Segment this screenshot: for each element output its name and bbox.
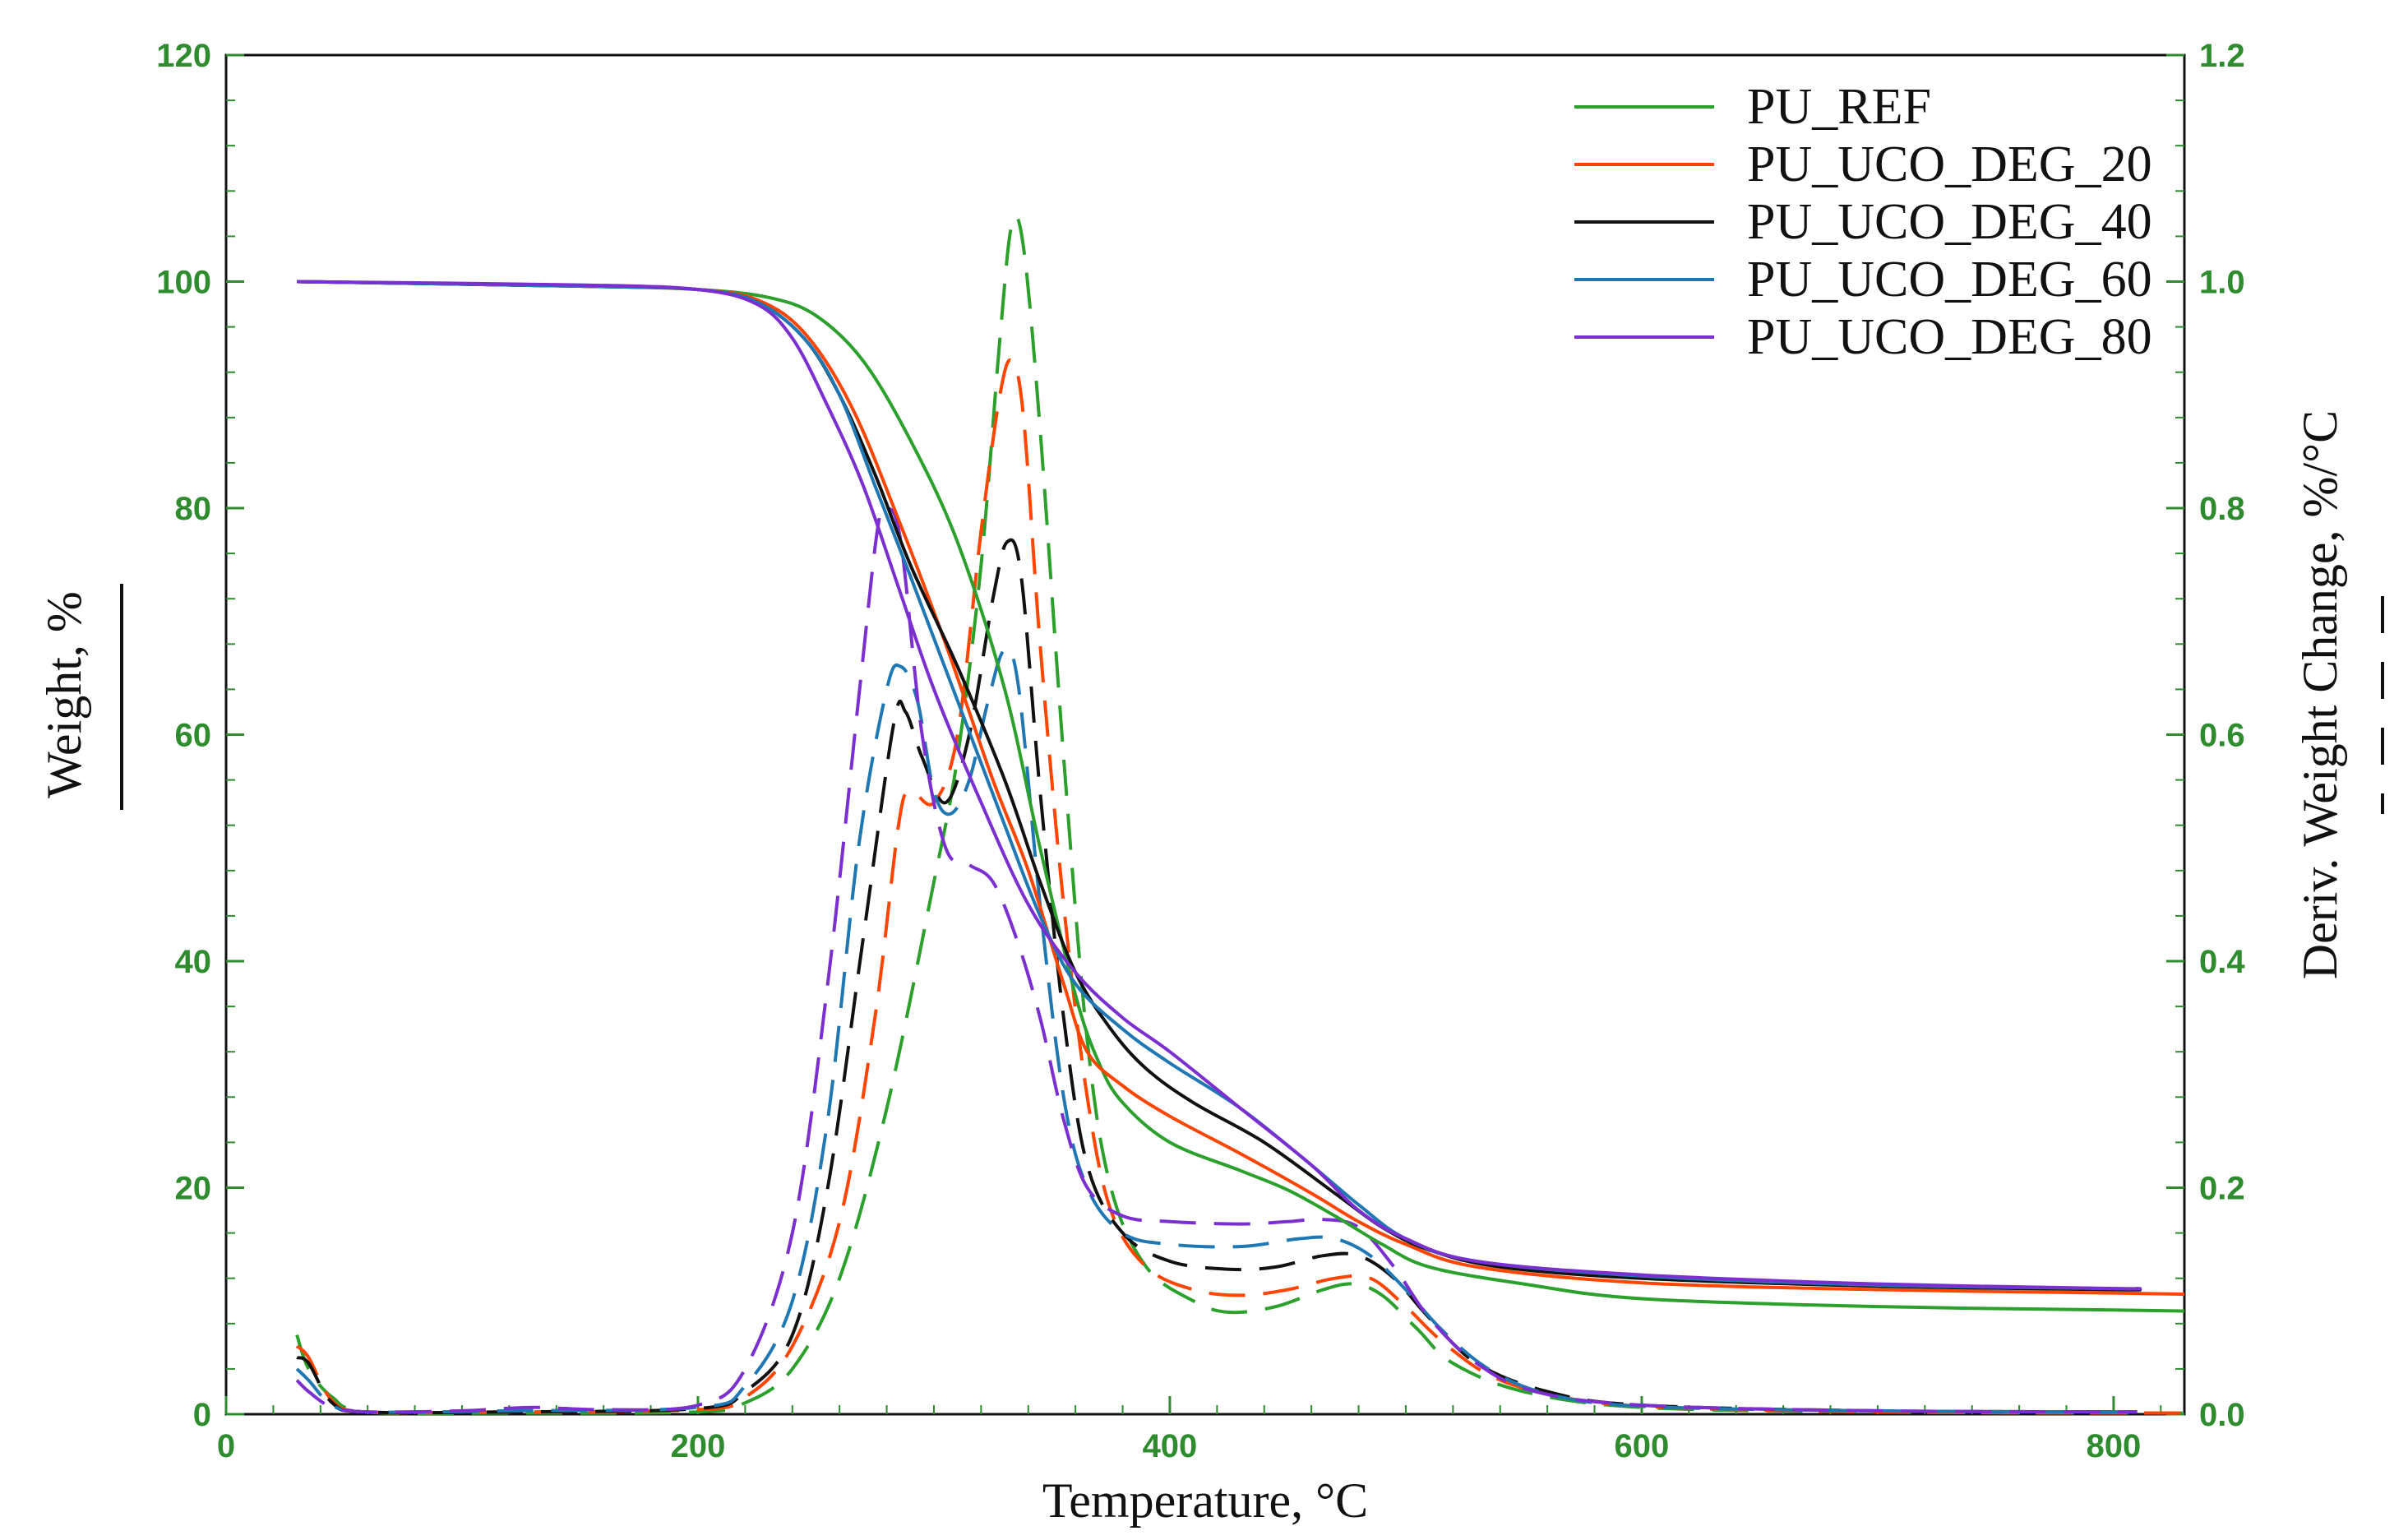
- weight-curve-pu-ref: [297, 280, 2185, 1313]
- x-axis-title: Temperature, °C: [1042, 1473, 1368, 1528]
- deriv-curve-pu-uco-deg-20: [295, 358, 2185, 1415]
- x-tick-label: 0: [217, 1428, 235, 1464]
- y-left-tick-label: 20: [175, 1171, 212, 1207]
- x-tick-label: 200: [671, 1428, 726, 1464]
- legend-label: PU_REF: [1747, 79, 1931, 135]
- x-tick-label: 600: [1615, 1428, 1670, 1464]
- deriv-curve-pu-uco-deg-40: [296, 538, 2138, 1415]
- weight-curve-pu-uco-deg-80: [297, 280, 2142, 1291]
- deriv-curve-pu-ref: [295, 215, 2185, 1416]
- x-tick-label: 400: [1143, 1428, 1198, 1464]
- y-right-tick-label: 1.0: [2199, 265, 2245, 301]
- data-curves: [295, 215, 2185, 1416]
- y-axis-right-title: Deriv. Weight Change, %/°C: [2293, 410, 2347, 979]
- y-left-tick-label: 120: [156, 38, 211, 74]
- legend-label: PU_UCO_DEG_40: [1747, 194, 2152, 250]
- y-right-tick-label: 0.2: [2199, 1171, 2245, 1207]
- y-left-tick-label: 80: [175, 491, 212, 527]
- y-right-tick-label: 0.8: [2199, 491, 2245, 527]
- y-right-tick-label: 0.0: [2199, 1397, 2245, 1433]
- legend-label: PU_UCO_DEG_80: [1747, 309, 2152, 365]
- y-left-tick-label: 40: [175, 944, 212, 980]
- x-tick-label: 800: [2087, 1428, 2142, 1464]
- axis-ticks: 0 200 400 600 800 0 20 40 60 80 100 120 0.0 0.2 0.4 0.6…: [156, 38, 2245, 1464]
- y-left-tick-label: 60: [175, 718, 212, 754]
- y-right-tick-label: 1.2: [2199, 38, 2245, 74]
- y-left-tick-label: 0: [193, 1397, 211, 1433]
- y-right-tick-label: 0.6: [2199, 718, 2245, 754]
- y-left-tick-label: 100: [156, 265, 211, 301]
- y-axis-left-title: Weight, %: [37, 591, 91, 798]
- weight-curve-pu-uco-deg-20: [297, 280, 2185, 1296]
- legend: PU_REFPU_UCO_DEG_20PU_UCO_DEG_40PU_UCO_D…: [1574, 79, 2152, 365]
- legend-label: PU_UCO_DEG_60: [1747, 252, 2152, 308]
- y-right-tick-label: 0.4: [2199, 944, 2245, 980]
- legend-label: PU_UCO_DEG_20: [1747, 136, 2152, 192]
